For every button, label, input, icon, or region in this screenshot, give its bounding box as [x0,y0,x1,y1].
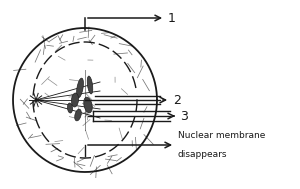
Ellipse shape [84,97,92,113]
Text: 2: 2 [173,94,181,106]
Ellipse shape [87,76,93,94]
Ellipse shape [71,93,79,107]
Text: Nuclear membrane: Nuclear membrane [178,131,266,140]
Text: 3: 3 [180,109,188,122]
Ellipse shape [76,78,83,98]
Ellipse shape [68,103,73,113]
Text: disappears: disappears [178,150,227,159]
Text: 1: 1 [168,12,176,25]
Ellipse shape [75,109,81,121]
